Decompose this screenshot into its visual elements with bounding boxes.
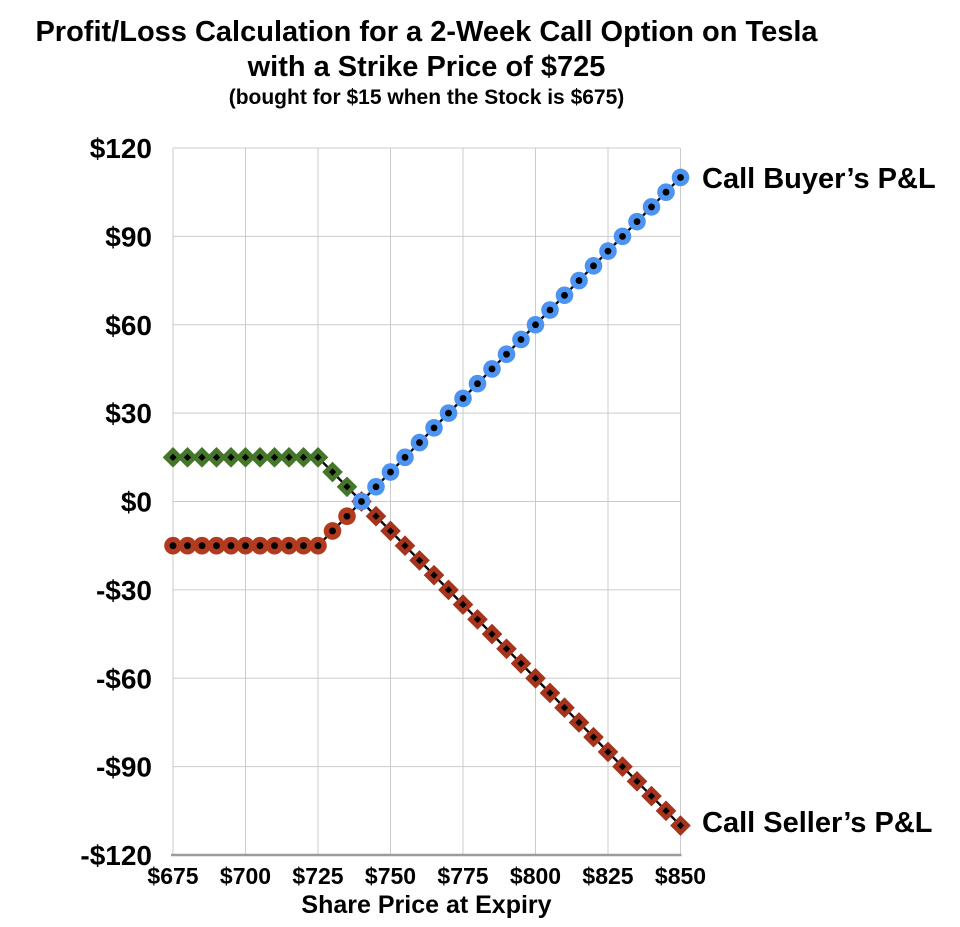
x-tick-label: $700: [220, 863, 271, 889]
buyer-point-center-dot: [213, 542, 220, 550]
buyer-point-center-dot: [314, 542, 322, 550]
buyer-connector-line: [173, 176, 682, 547]
buyer-point-center-dot: [227, 542, 235, 550]
seller-point-center-dot: [183, 453, 192, 461]
y-tick-label: $90: [105, 221, 152, 252]
x-tick-label: $850: [655, 863, 706, 889]
x-tick-label: $725: [292, 863, 343, 889]
x-tick-label: $825: [582, 863, 633, 889]
buyer-point-center-dot: [662, 188, 670, 196]
seller-point-center-dot: [212, 453, 221, 461]
seller-point-center-dot: [328, 468, 337, 476]
buyer-point-center-dot: [619, 232, 626, 240]
call-seller-series-label: Call Seller’s P&L: [702, 807, 933, 839]
buyer-point-center-dot: [198, 542, 206, 550]
buyer-point-center-dot: [358, 498, 365, 505]
buyer-point-center-dot: [532, 321, 539, 329]
buyer-point-center-dot: [633, 218, 641, 226]
y-tick-label: -$30: [96, 575, 152, 606]
buyer-point-center-dot: [242, 542, 249, 550]
seller-point-center-dot: [285, 453, 293, 461]
x-tick-label: $775: [437, 863, 488, 889]
buyer-point-center-dot: [677, 174, 684, 181]
buyer-point-center-dot: [169, 542, 177, 550]
x-axis-title: Share Price at Expiry: [301, 891, 552, 919]
call-buyer-series-label: Call Buyer’s P&L: [702, 163, 936, 195]
buyer-point-center-dot: [256, 542, 264, 550]
x-tick-label: $750: [365, 863, 416, 889]
buyer-point-center-dot: [445, 409, 452, 417]
seller-point-center-dot: [343, 483, 351, 491]
buyer-point-center-dot: [561, 291, 568, 299]
buyer-point-center-dot: [430, 424, 438, 432]
x-tick-label: $800: [510, 863, 561, 889]
buyer-point-center-dot: [590, 262, 597, 270]
seller-point-center-dot: [241, 453, 250, 461]
buyer-point-center-dot: [604, 247, 612, 255]
buyer-point-center-dot: [503, 350, 510, 358]
buyer-point-center-dot: [372, 483, 380, 491]
buyer-point-center-dot: [271, 542, 278, 550]
seller-point-center-dot: [270, 453, 279, 461]
buyer-point-center-dot: [488, 365, 496, 373]
buyer-point-center-dot: [575, 277, 583, 284]
seller-point-center-dot: [198, 453, 206, 461]
chart-title-line2: with a Strike Price of $725: [247, 51, 606, 83]
y-tick-label: -$120: [80, 840, 152, 871]
buyer-point-center-dot: [387, 468, 394, 476]
buyer-point-center-dot: [184, 542, 191, 550]
y-tick-label: -$60: [96, 663, 152, 694]
buyer-point-center-dot: [416, 439, 423, 446]
y-tick-label: $0: [121, 487, 152, 518]
seller-point-center-dot: [299, 453, 308, 461]
buyer-point-center-dot: [546, 306, 554, 314]
y-tick-label: $120: [90, 133, 152, 164]
seller-point-center-dot: [256, 453, 264, 461]
x-tick-label: $675: [147, 863, 198, 889]
y-tick-label: $30: [105, 398, 152, 429]
buyer-point-center-dot: [285, 542, 293, 550]
seller-point-center-dot: [314, 453, 322, 461]
y-tick-label: -$90: [96, 752, 152, 783]
buyer-point-center-dot: [329, 527, 336, 535]
buyer-point-center-dot: [648, 203, 655, 211]
chart-subtitle: (bought for $15 when the Stock is $675): [228, 86, 625, 109]
chart-title-line1: Profit/Loss Calculation for a 2-Week Cal…: [35, 16, 818, 48]
buyer-point-center-dot: [459, 394, 467, 402]
buyer-point-center-dot: [300, 542, 307, 550]
y-tick-label: $60: [105, 310, 152, 341]
buyer-point-center-dot: [401, 453, 409, 461]
buyer-point-center-dot: [343, 512, 351, 520]
seller-point-center-dot: [169, 453, 177, 461]
buyer-point-center-dot: [474, 380, 481, 388]
seller-point-center-dot: [227, 453, 235, 461]
seller-connector-line: [173, 456, 682, 827]
buyer-point-center-dot: [517, 336, 525, 343]
